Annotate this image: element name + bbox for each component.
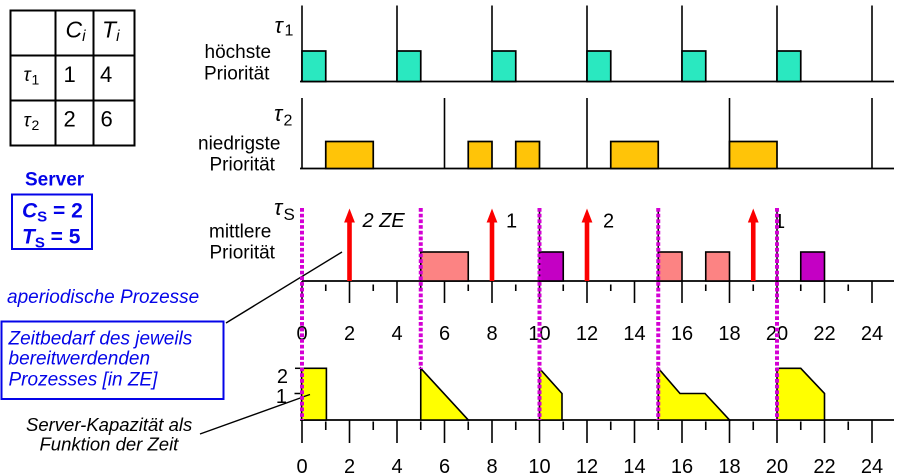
svg-text:Priorität: Priorität: [210, 155, 276, 176]
svg-text:16: 16: [671, 456, 693, 476]
svg-text:2 ZE: 2 ZE: [362, 210, 406, 232]
svg-text:Server: Server: [25, 170, 85, 191]
svg-text:8: 8: [486, 456, 497, 476]
svg-text:20: 20: [766, 456, 788, 476]
svg-text:2: 2: [277, 366, 288, 388]
svg-text:2: 2: [32, 117, 40, 133]
svg-text:6: 6: [439, 323, 450, 345]
svg-text:1: 1: [506, 211, 517, 233]
svg-text:Priorität: Priorität: [204, 64, 270, 85]
svg-text:2: 2: [284, 113, 293, 130]
svg-text:18: 18: [718, 323, 740, 345]
svg-text:τ: τ: [274, 195, 284, 220]
svg-text:τ: τ: [275, 13, 285, 38]
svg-text:Funktion der Zeit: Funktion der Zeit: [40, 434, 180, 455]
svg-text:2: 2: [603, 211, 614, 233]
svg-text:0: 0: [296, 456, 307, 476]
svg-text:mittlere: mittlere: [209, 222, 271, 243]
svg-text:24: 24: [861, 323, 883, 345]
svg-text:12: 12: [576, 456, 598, 476]
svg-text:6: 6: [101, 107, 113, 132]
svg-text:12: 12: [576, 323, 598, 345]
svg-text:τ: τ: [274, 101, 284, 126]
svg-text:Ti: Ti: [102, 17, 120, 46]
svg-text:22: 22: [813, 456, 835, 476]
svg-text:bereitwerdenden: bereitwerdenden: [9, 349, 151, 370]
svg-text:4: 4: [391, 323, 402, 345]
svg-text:niedrigste: niedrigste: [198, 134, 280, 155]
svg-text:24: 24: [861, 456, 883, 476]
svg-text:10: 10: [528, 456, 550, 476]
svg-text:τ: τ: [24, 111, 33, 132]
svg-text:2: 2: [64, 107, 76, 132]
svg-text:TS = 5: TS = 5: [22, 226, 81, 252]
svg-text:Prozesses [in ZE]: Prozesses [in ZE]: [9, 370, 159, 391]
svg-text:Priorität: Priorität: [210, 243, 276, 264]
svg-text:1: 1: [285, 23, 294, 40]
svg-text:CS = 2: CS = 2: [22, 200, 83, 226]
svg-text:14: 14: [623, 456, 645, 476]
svg-text:Server-Kapazität als: Server-Kapazität als: [26, 414, 192, 435]
svg-text:18: 18: [718, 456, 740, 476]
svg-text:4: 4: [100, 62, 112, 87]
svg-text:aperiodische Prozesse: aperiodische Prozesse: [7, 287, 199, 308]
svg-text:1: 1: [64, 62, 76, 87]
svg-text:τ: τ: [24, 65, 33, 86]
svg-text:16: 16: [671, 323, 693, 345]
svg-text:14: 14: [623, 323, 645, 345]
svg-text:8: 8: [486, 323, 497, 345]
svg-text:Zeitbedarf des jeweils: Zeitbedarf des jeweils: [8, 329, 193, 350]
svg-text:1: 1: [276, 386, 287, 408]
svg-text:Ci: Ci: [66, 17, 87, 46]
svg-text:4: 4: [391, 456, 402, 476]
svg-text:22: 22: [813, 323, 835, 345]
svg-text:S: S: [284, 205, 295, 224]
svg-text:6: 6: [439, 456, 450, 476]
svg-text:2: 2: [344, 456, 355, 476]
svg-text:1: 1: [32, 72, 40, 88]
svg-text:2: 2: [344, 323, 355, 345]
svg-text:1: 1: [774, 211, 785, 233]
svg-text:höchste: höchste: [205, 42, 272, 63]
